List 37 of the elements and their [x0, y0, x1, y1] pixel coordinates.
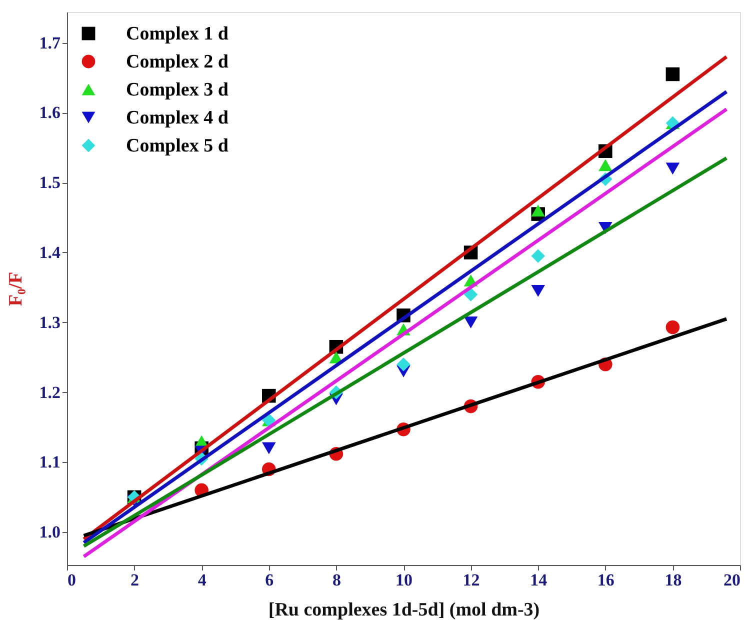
point [666, 320, 680, 334]
y-tick-label: 1.2 [39, 382, 60, 402]
x-tick-label: 16 [597, 570, 614, 590]
x-tick-label: 0 [68, 570, 76, 590]
y-tick-label: 1.7 [39, 33, 61, 52]
point [666, 67, 680, 82]
legend-label: Complex 4 d [126, 108, 229, 128]
y-tick-label: 1.1 [39, 452, 60, 472]
point [262, 442, 276, 454]
point [464, 316, 478, 328]
x-tick-label: 8 [332, 570, 341, 590]
y-tick-label: 1.4 [39, 242, 61, 262]
x-tick-label: 10 [396, 570, 412, 590]
x-tick-label: 14 [530, 570, 548, 590]
point [464, 288, 478, 302]
y-tick-label: 1.0 [39, 522, 60, 542]
point [531, 204, 545, 217]
legend-label: Complex 1 d [126, 24, 229, 44]
point [396, 357, 410, 372]
point [531, 249, 545, 263]
x-tick-label: 6 [265, 570, 274, 590]
legend-label: Complex 3 d [126, 80, 229, 100]
x-tick-label: 4 [198, 570, 207, 590]
y-axis-title: F₀/F [5, 272, 26, 306]
y-tick-label: 1.5 [39, 173, 60, 192]
y-tick-label: 1.6 [39, 103, 60, 122]
point [666, 162, 680, 175]
point [598, 159, 612, 172]
x-tick-label: 12 [462, 570, 480, 590]
x-tick-label: 2 [130, 570, 140, 590]
x-tick-label: 18 [664, 570, 682, 590]
legend-label: Complex 2 d [126, 52, 229, 72]
point [531, 284, 545, 297]
y-tick-label: 1.3 [39, 312, 60, 332]
x-axis-title: [Ru complexes 1d-5d] (mol dm-3) [268, 600, 540, 620]
legend-label: Complex 5 d [126, 136, 229, 156]
x-tick-label: 20 [724, 570, 740, 590]
